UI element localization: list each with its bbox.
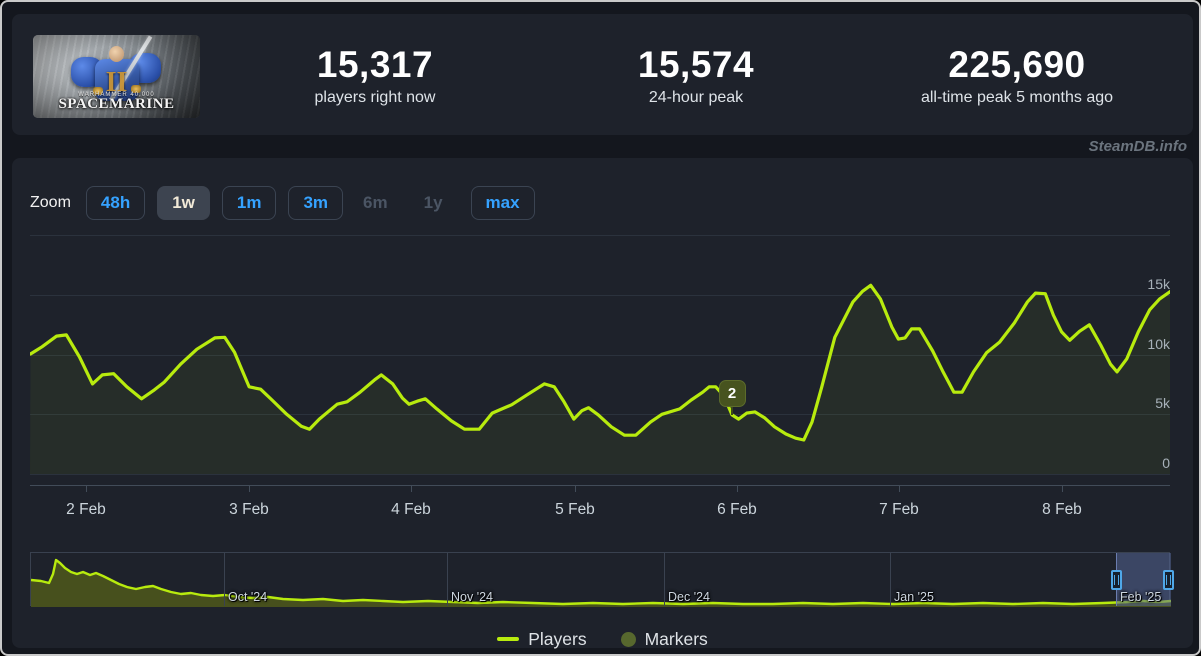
steamdb-watermark: SteamDB.info <box>1088 138 1187 155</box>
legend-item-markers[interactable]: Markers <box>620 628 708 650</box>
x-tick-label: 2 Feb <box>66 501 106 518</box>
y-tick-10k: 10k <box>1147 336 1170 352</box>
stat-alltime-peak: 225,690 all-time peak 5 months ago <box>857 44 1177 107</box>
game-capsule-image[interactable]: II WARHAMMER 40,000 SPACEMARINE <box>33 35 200 118</box>
stat-value: 15,574 <box>637 44 755 85</box>
stat-label: all-time peak 5 months ago <box>920 89 1114 106</box>
x-axis-line <box>30 485 1170 486</box>
game-title: SPACEMARINE <box>58 96 175 112</box>
x-tick <box>737 485 738 492</box>
x-tick <box>86 485 87 492</box>
zoom-button-max[interactable]: max <box>470 185 535 220</box>
legend-label: Players <box>528 628 587 649</box>
stat-label: 24-hour peak <box>648 89 744 106</box>
zoom-button-1m[interactable]: 1m <box>221 185 277 220</box>
month-label: Jan '25 <box>894 590 934 604</box>
game-numeral: II <box>105 67 128 98</box>
stat-players-now: 15,317 players right now <box>215 44 535 107</box>
markers-dot-swatch <box>620 631 636 647</box>
players-chart[interactable]: 15k 10k 5k 0 2 2 Feb 3 Feb 4 Feb 5 Feb 6… <box>30 235 1170 535</box>
month-label: Feb '25 <box>1120 590 1162 604</box>
players-line-swatch <box>497 637 520 641</box>
x-tick-label: 6 Feb <box>717 501 757 518</box>
y-tick-15k: 15k <box>1147 276 1170 292</box>
zoom-button-3m[interactable]: 3m <box>288 185 344 220</box>
marker-stem <box>731 405 734 415</box>
x-tick <box>249 485 250 492</box>
gridline-15k <box>30 295 1170 296</box>
legend-label: Markers <box>644 628 708 649</box>
x-tick <box>1062 485 1063 492</box>
x-tick <box>411 485 412 492</box>
zoom-button-1w[interactable]: 1w <box>157 185 210 220</box>
x-tick <box>899 485 900 492</box>
month-label: Nov '24 <box>451 590 493 604</box>
zoom-button-1y: 1y <box>416 186 451 220</box>
stat-value: 225,690 <box>948 44 1086 85</box>
month-gridline <box>224 553 225 606</box>
zoom-button-48h[interactable]: 48h <box>85 185 146 220</box>
month-label: Dec '24 <box>668 590 710 604</box>
legend-item-players[interactable]: Players <box>497 628 587 650</box>
x-tick-label: 7 Feb <box>879 501 919 518</box>
game-brand: WARHAMMER 40,000 <box>78 92 155 98</box>
x-tick-label: 5 Feb <box>555 501 595 518</box>
chart-panel: Zoom 48h 1w 1m 3m 6m 1y max 15k 10k 5k 0… <box>12 158 1193 649</box>
gridline-10k <box>30 355 1170 356</box>
month-label: Oct '24 <box>228 590 268 604</box>
x-tick-label: 3 Feb <box>229 501 269 518</box>
gridline-top <box>30 235 1170 236</box>
players-series-line <box>30 283 1170 442</box>
navigator-handle-left[interactable] <box>1110 570 1122 590</box>
navigator-series-svg <box>31 558 1171 607</box>
x-tick-label: 4 Feb <box>391 501 431 518</box>
stat-value: 15,317 <box>316 44 434 85</box>
x-tick-label: 8 Feb <box>1042 501 1082 518</box>
month-gridline <box>890 553 891 606</box>
x-tick <box>575 485 576 492</box>
players-series-area <box>30 285 1170 474</box>
players-series-svg <box>30 283 1170 474</box>
navigator-handle-right[interactable] <box>1163 570 1174 590</box>
header-stats-panel: II WARHAMMER 40,000 SPACEMARINE 15,317 p… <box>12 14 1193 135</box>
marker-badge[interactable]: 2 <box>718 379 746 407</box>
zoom-label: Zoom <box>30 193 71 211</box>
month-gridline <box>664 553 665 606</box>
y-tick-5k: 5k <box>1155 395 1170 411</box>
y-tick-0: 0 <box>1162 455 1170 471</box>
capsule-vignette <box>33 35 200 118</box>
zoom-controls: Zoom 48h 1w 1m 3m 6m 1y max <box>30 185 547 220</box>
zoom-button-6m: 6m <box>355 186 396 220</box>
stat-label: players right now <box>314 89 436 106</box>
navigator-line <box>31 558 1171 606</box>
navigator-area <box>31 560 1171 607</box>
stat-24h-peak: 15,574 24-hour peak <box>536 44 856 107</box>
month-gridline <box>447 553 448 606</box>
gridline-0 <box>30 474 1170 475</box>
chart-legend: Players Markers <box>12 626 1193 652</box>
chart-navigator[interactable]: Oct '24 Nov '24 Dec '24 Jan '25 Feb '25 <box>30 552 1174 607</box>
